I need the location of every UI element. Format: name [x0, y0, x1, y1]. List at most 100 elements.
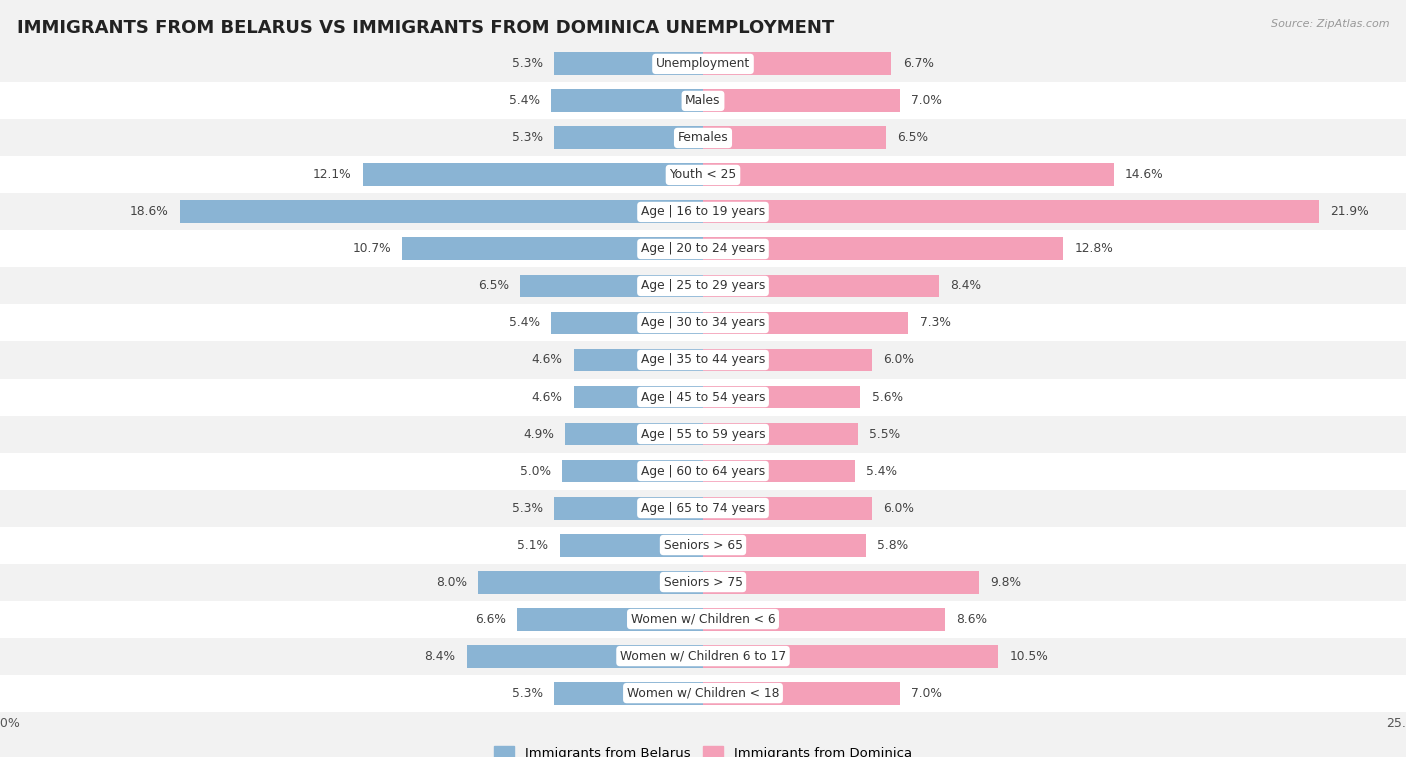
Legend: Immigrants from Belarus, Immigrants from Dominica: Immigrants from Belarus, Immigrants from… [489, 741, 917, 757]
Text: Age | 45 to 54 years: Age | 45 to 54 years [641, 391, 765, 403]
Bar [0, 674, 1406, 712]
Bar [517, 608, 703, 631]
Bar [703, 422, 858, 445]
Text: Unemployment: Unemployment [655, 58, 751, 70]
Bar [180, 201, 703, 223]
Text: Age | 35 to 44 years: Age | 35 to 44 years [641, 354, 765, 366]
Bar [703, 497, 872, 519]
Bar [0, 120, 1406, 157]
Bar [554, 497, 703, 519]
Text: Women w/ Children < 6: Women w/ Children < 6 [631, 612, 775, 625]
Text: IMMIGRANTS FROM BELARUS VS IMMIGRANTS FROM DOMINICA UNEMPLOYMENT: IMMIGRANTS FROM BELARUS VS IMMIGRANTS FR… [17, 19, 834, 37]
Bar [565, 422, 703, 445]
Text: 6.5%: 6.5% [897, 132, 928, 145]
Bar [0, 157, 1406, 194]
Text: 6.7%: 6.7% [903, 58, 934, 70]
Bar [0, 45, 1406, 83]
Text: Age | 30 to 34 years: Age | 30 to 34 years [641, 316, 765, 329]
Bar [554, 126, 703, 149]
Text: 5.6%: 5.6% [872, 391, 903, 403]
Text: 8.6%: 8.6% [956, 612, 987, 625]
Bar [0, 637, 1406, 674]
Bar [0, 527, 1406, 563]
Bar [554, 52, 703, 76]
Bar [703, 201, 1319, 223]
Bar [703, 164, 1114, 186]
Bar [0, 194, 1406, 230]
Bar [703, 89, 900, 112]
Bar [0, 267, 1406, 304]
Bar [478, 571, 703, 593]
Bar [0, 378, 1406, 416]
Text: Women w/ Children 6 to 17: Women w/ Children 6 to 17 [620, 650, 786, 662]
Bar [402, 238, 703, 260]
Text: 12.8%: 12.8% [1074, 242, 1114, 255]
Bar [703, 275, 939, 298]
Bar [363, 164, 703, 186]
Bar [0, 453, 1406, 490]
Bar [703, 348, 872, 372]
Text: 5.1%: 5.1% [517, 538, 548, 552]
Text: 14.6%: 14.6% [1125, 169, 1163, 182]
Bar [703, 681, 900, 705]
Text: Source: ZipAtlas.com: Source: ZipAtlas.com [1271, 19, 1389, 29]
Bar [0, 490, 1406, 527]
Text: Seniors > 65: Seniors > 65 [664, 538, 742, 552]
Text: Seniors > 75: Seniors > 75 [664, 575, 742, 588]
Bar [574, 348, 703, 372]
Text: 12.1%: 12.1% [314, 169, 352, 182]
Bar [703, 312, 908, 335]
Bar [551, 312, 703, 335]
Text: 7.0%: 7.0% [911, 687, 942, 699]
Text: Age | 25 to 29 years: Age | 25 to 29 years [641, 279, 765, 292]
Bar [0, 341, 1406, 378]
Text: Age | 16 to 19 years: Age | 16 to 19 years [641, 205, 765, 219]
Bar [0, 83, 1406, 120]
Bar [703, 571, 979, 593]
Bar [560, 534, 703, 556]
Text: 21.9%: 21.9% [1330, 205, 1368, 219]
Bar [0, 230, 1406, 267]
Text: 5.3%: 5.3% [512, 132, 543, 145]
Bar [0, 416, 1406, 453]
Bar [703, 459, 855, 482]
Text: 5.3%: 5.3% [512, 58, 543, 70]
Text: 5.0%: 5.0% [520, 465, 551, 478]
Text: 4.6%: 4.6% [531, 354, 562, 366]
Bar [0, 563, 1406, 600]
Text: 8.4%: 8.4% [950, 279, 981, 292]
Text: 7.0%: 7.0% [911, 95, 942, 107]
Text: 5.4%: 5.4% [509, 95, 540, 107]
Bar [562, 459, 703, 482]
Bar [703, 385, 860, 409]
Text: 7.3%: 7.3% [920, 316, 950, 329]
Text: 5.8%: 5.8% [877, 538, 908, 552]
Bar [0, 600, 1406, 637]
Bar [703, 608, 945, 631]
Bar [703, 126, 886, 149]
Bar [520, 275, 703, 298]
Text: 10.7%: 10.7% [353, 242, 391, 255]
Text: Youth < 25: Youth < 25 [669, 169, 737, 182]
Text: 8.0%: 8.0% [436, 575, 467, 588]
Bar [703, 52, 891, 76]
Text: 5.4%: 5.4% [509, 316, 540, 329]
Bar [703, 238, 1063, 260]
Text: 6.5%: 6.5% [478, 279, 509, 292]
Text: Women w/ Children < 18: Women w/ Children < 18 [627, 687, 779, 699]
Text: Males: Males [685, 95, 721, 107]
Text: Age | 60 to 64 years: Age | 60 to 64 years [641, 465, 765, 478]
Text: 10.5%: 10.5% [1010, 650, 1049, 662]
Text: 5.3%: 5.3% [512, 687, 543, 699]
Text: 5.5%: 5.5% [869, 428, 900, 441]
Text: Females: Females [678, 132, 728, 145]
Bar [574, 385, 703, 409]
Text: 4.6%: 4.6% [531, 391, 562, 403]
Text: 4.9%: 4.9% [523, 428, 554, 441]
Text: 6.6%: 6.6% [475, 612, 506, 625]
Bar [551, 89, 703, 112]
Text: 18.6%: 18.6% [129, 205, 169, 219]
Bar [554, 681, 703, 705]
Text: 9.8%: 9.8% [990, 575, 1021, 588]
Text: 5.3%: 5.3% [512, 502, 543, 515]
